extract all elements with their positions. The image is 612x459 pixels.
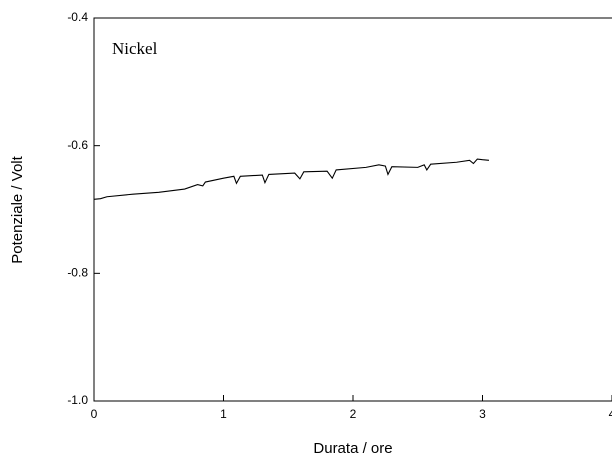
y-tick-label: -1.0 [67, 393, 88, 407]
x-tick-label: 2 [350, 407, 357, 421]
y-tick-label: -0.4 [67, 10, 88, 24]
x-tick-label: 1 [220, 407, 227, 421]
annotation: Nickel [112, 39, 158, 58]
y-tick-label: -0.8 [67, 266, 88, 280]
data-line [93, 158, 490, 200]
y-tick-label: -0.6 [67, 138, 88, 152]
x-tick-label: 4 [609, 407, 612, 421]
x-axis-title: Durata / ore [313, 440, 392, 457]
x-tick-label: 3 [479, 407, 486, 421]
y-axis-title: Potenziale / Volt [9, 155, 26, 263]
plot-frame [93, 17, 612, 402]
x-tick-label: 0 [91, 407, 98, 421]
